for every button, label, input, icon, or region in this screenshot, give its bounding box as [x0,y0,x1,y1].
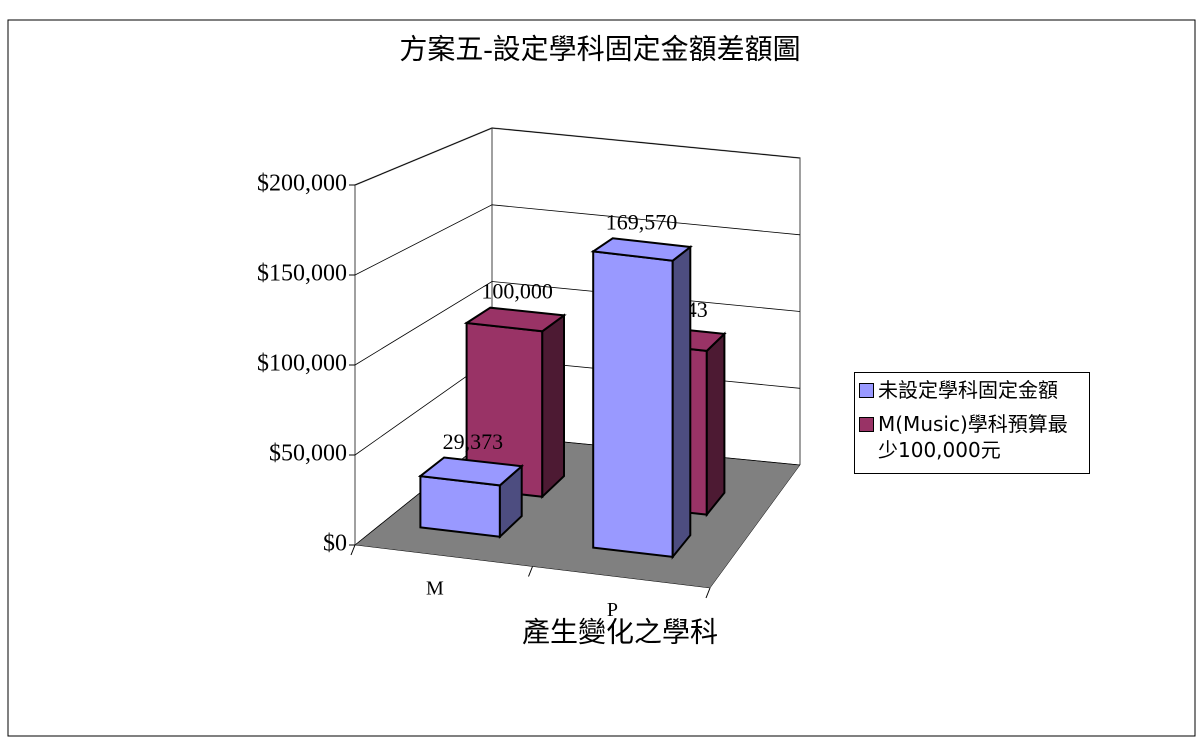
bar-top [417,456,525,487]
legend-item: 未設定學科固定金額 [859,377,1085,403]
legend: 未設定學科固定金額 M(Music)學科預算最少100,000元 [854,372,1090,474]
bar [590,237,693,560]
legend-swatch [859,383,874,398]
bar-front [592,250,674,559]
data-label: 100,000 [481,279,553,304]
bar-side [671,244,692,560]
x-tick [528,566,533,577]
y-tick-label: $100,000 [257,351,347,377]
y-tick-label: $0 [323,531,347,557]
legend-label: M(Music)學科預算最少100,000元 [878,412,1068,462]
legend-item: M(Music)學科預算最少100,000元 [859,411,1085,463]
bar-top [590,237,693,262]
bar-front [419,474,501,538]
chart-title: 方案五-設定學科固定金額差額圖 [399,33,800,65]
x-axis-title: 產生變化之學科 [522,616,718,648]
bar-top [463,306,567,333]
legend-swatch [859,417,874,432]
y-tick-label: $50,000 [269,441,347,467]
bar [463,306,567,500]
x-tick [350,544,356,556]
legend-box: 未設定學科固定金額 M(Music)學科預算最少100,000元 [854,372,1090,474]
legend-label: 未設定學科固定金額 [878,378,1058,402]
bar-side [541,313,565,500]
grid-line [354,204,801,276]
x-tick-label: P [607,599,618,621]
y-tick-label: $150,000 [257,261,347,287]
grid-line [354,127,801,186]
y-tick-label: $200,000 [257,171,347,197]
bar-side [705,331,726,518]
data-label: 169,570 [606,210,678,235]
grid-line [354,281,801,366]
data-label: 29,373 [443,429,504,454]
bar [417,456,525,540]
x-tick-label: M [426,577,444,599]
x-tick [705,587,711,599]
